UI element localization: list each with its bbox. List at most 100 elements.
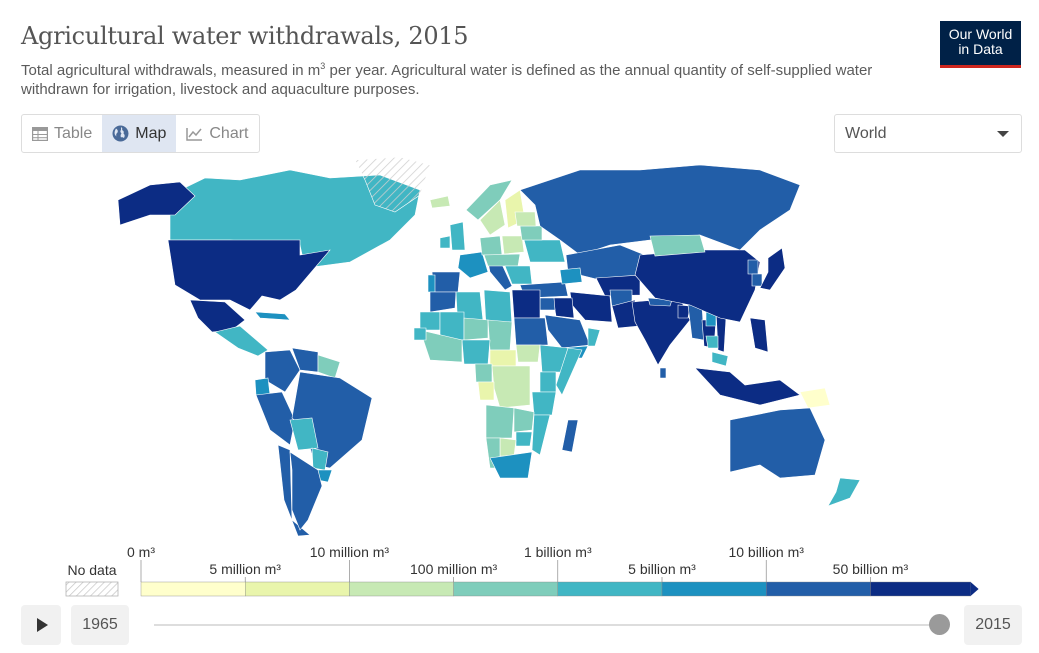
country-chile[interactable]: [277, 444, 311, 537]
country-mozambique[interactable]: [531, 414, 551, 456]
country-guyanas[interactable]: [317, 354, 341, 379]
country-ecuador[interactable]: [254, 377, 271, 396]
country-morocco[interactable]: [429, 291, 457, 313]
owid-logo[interactable]: Our World in Data: [940, 21, 1021, 68]
country-spain[interactable]: [431, 271, 461, 293]
country-japan[interactable]: [759, 247, 786, 291]
country-poland[interactable]: [501, 235, 525, 255]
country-kenya[interactable]: [539, 371, 557, 393]
legend-swatch-7[interactable]: [870, 581, 971, 597]
timeline-end-year[interactable]: 2015: [964, 605, 1022, 645]
country-south-sudan[interactable]: [515, 344, 541, 363]
legend-no-data-label: No data: [67, 562, 116, 578]
tab-chart[interactable]: Chart: [176, 115, 258, 152]
country-united-kingdom[interactable]: [449, 221, 466, 251]
country-senegal[interactable]: [413, 327, 427, 341]
timeline-handle[interactable]: [929, 614, 950, 635]
country-north-korea[interactable]: [747, 259, 759, 275]
legend-swatch-6[interactable]: [766, 581, 871, 597]
country-australia[interactable]: [729, 407, 826, 479]
country-mauritania[interactable]: [419, 311, 441, 331]
country-nigeria[interactable]: [461, 339, 491, 365]
timeline-start-year[interactable]: 1965: [71, 605, 129, 645]
country-zimbabwe[interactable]: [515, 431, 533, 447]
country-new-zealand[interactable]: [827, 477, 861, 507]
legend-swatch-1[interactable]: [244, 581, 350, 597]
country-cameroon[interactable]: [474, 363, 493, 383]
country-ukraine[interactable]: [523, 239, 566, 263]
country-greenland[interactable]: [354, 156, 431, 213]
view-tabs: Table Map Chart: [21, 114, 260, 153]
country-germany[interactable]: [479, 235, 503, 256]
country-portugal[interactable]: [427, 274, 436, 293]
country-zambia[interactable]: [513, 407, 535, 433]
country-central-europe[interactable]: [483, 253, 521, 267]
country-norway[interactable]: [465, 179, 513, 221]
country-iraq[interactable]: [552, 297, 575, 319]
tab-table[interactable]: Table: [22, 115, 102, 152]
country-papua-new-guinea[interactable]: [799, 387, 831, 409]
legend-no-data-swatch[interactable]: [65, 581, 119, 597]
country-belarus[interactable]: [519, 225, 543, 241]
country-niger[interactable]: [463, 317, 489, 341]
country-france[interactable]: [457, 251, 489, 279]
region-select[interactable]: World: [834, 114, 1022, 153]
country-baltics[interactable]: [514, 211, 537, 227]
country-botswana[interactable]: [499, 437, 517, 457]
legend-bottom-label-1: 100 million m³: [410, 561, 497, 577]
country-iceland[interactable]: [429, 195, 451, 209]
country-peru[interactable]: [255, 391, 296, 446]
country-malaysia[interactable]: [711, 351, 729, 367]
country-syria[interactable]: [539, 297, 556, 311]
timeline-track[interactable]: [154, 624, 940, 626]
country-madagascar[interactable]: [561, 419, 579, 453]
country-paraguay[interactable]: [311, 447, 329, 471]
legend-top-label-1: 10 million m³: [310, 544, 390, 560]
country-central-america[interactable]: [214, 325, 269, 357]
country-angola[interactable]: [485, 404, 515, 439]
legend-swatch-2[interactable]: [349, 581, 454, 597]
country-sweden[interactable]: [479, 199, 506, 236]
country-united-states[interactable]: [167, 239, 331, 311]
country-dr-congo[interactable]: [491, 365, 531, 409]
tab-table-label: Table: [54, 124, 93, 142]
legend-swatch-3[interactable]: [453, 581, 559, 597]
country-indonesia[interactable]: [694, 367, 801, 406]
country-south-africa[interactable]: [489, 451, 533, 479]
country-argentina[interactable]: [289, 451, 323, 531]
country-colombia[interactable]: [264, 349, 301, 393]
legend-swatch-4[interactable]: [557, 581, 663, 597]
country-alaska[interactable]: [117, 181, 196, 226]
country-caucasus[interactable]: [559, 267, 583, 285]
country-cuba[interactable]: [254, 311, 291, 321]
country-somalia[interactable]: [555, 347, 583, 396]
legend-swatch-0[interactable]: [140, 581, 246, 597]
timeline: 1965 2015: [0, 600, 1039, 653]
region-select-value: World: [845, 124, 887, 142]
logo-line-1: Our World: [948, 26, 1013, 42]
country-mongolia[interactable]: [649, 234, 706, 257]
country-philippines[interactable]: [749, 317, 769, 353]
country-sudan[interactable]: [513, 317, 549, 346]
play-button[interactable]: [21, 605, 61, 645]
logo-line-2: in Data: [958, 41, 1003, 57]
tab-map[interactable]: Map: [102, 115, 177, 152]
country-bangladesh[interactable]: [677, 304, 691, 319]
legend-swatch-5[interactable]: [661, 581, 767, 597]
country-egypt[interactable]: [511, 289, 541, 319]
legend-arrow-tip: [970, 582, 979, 596]
country-iran[interactable]: [569, 291, 613, 323]
country-china[interactable]: [634, 249, 761, 323]
country-oman[interactable]: [587, 327, 601, 347]
country-ireland[interactable]: [439, 235, 451, 249]
country-central-african-republic[interactable]: [489, 349, 517, 367]
country-south-korea[interactable]: [751, 273, 763, 287]
country-sri-lanka[interactable]: [659, 367, 667, 379]
country-chad[interactable]: [487, 319, 513, 351]
country-tanzania[interactable]: [531, 391, 557, 416]
country-west-africa[interactable]: [419, 329, 463, 363]
country-congo[interactable]: [477, 381, 495, 401]
country-bolivia[interactable]: [289, 417, 319, 451]
country-cambodia[interactable]: [705, 335, 719, 349]
country-saudi-arabia[interactable]: [544, 314, 591, 349]
